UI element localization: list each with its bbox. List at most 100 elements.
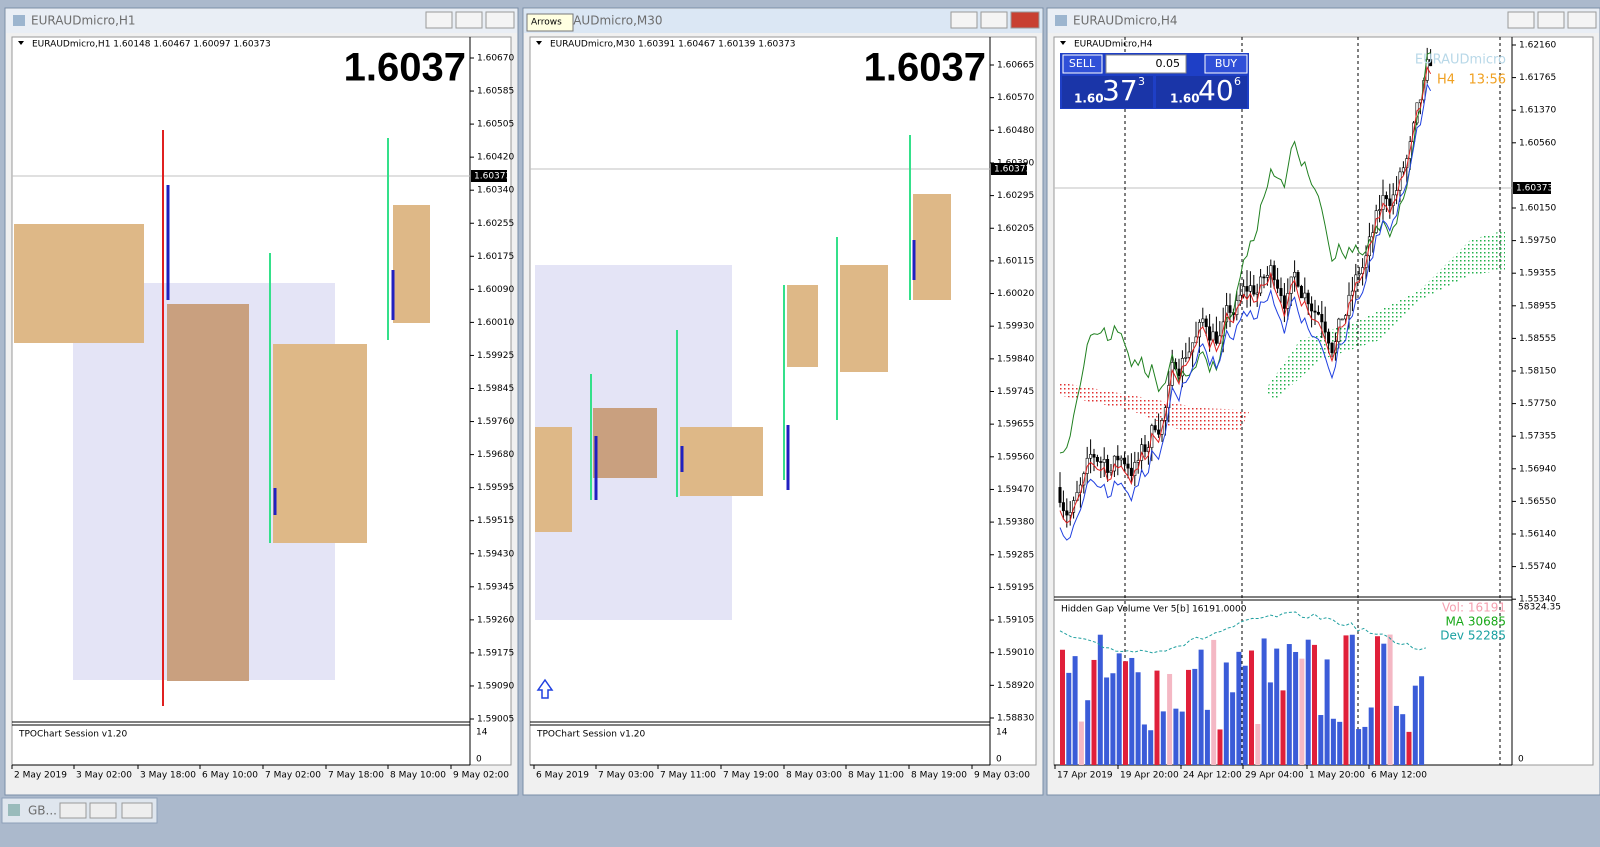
candle	[1252, 285, 1256, 295]
volume-bar	[1400, 714, 1406, 765]
maximize-button[interactable]	[1537, 11, 1565, 29]
price-label: 1.59345	[477, 582, 514, 592]
candle	[1109, 470, 1113, 473]
price-label: 1.59655	[997, 420, 1034, 430]
volume-bar	[1274, 648, 1280, 765]
volume-bar	[1375, 636, 1380, 765]
volume-bar	[1066, 672, 1072, 765]
price-label: 1.59470	[997, 485, 1034, 495]
price-label: 1.59760	[477, 417, 514, 427]
volume-bar	[1412, 685, 1418, 765]
candle	[1282, 295, 1286, 309]
time-label: 8 May 10:00	[390, 771, 446, 781]
buy-button[interactable]	[1204, 54, 1248, 74]
volume-bar	[1261, 638, 1267, 765]
price-label: 1.58150	[1519, 367, 1556, 377]
price-label: 1.60420	[477, 153, 514, 163]
price-prefix: 1.60	[1170, 92, 1200, 106]
price-label: 1.60585	[477, 87, 514, 97]
close-button[interactable]	[1567, 11, 1597, 29]
lot-value: 0.05	[1156, 57, 1181, 70]
price-label: 1.59840	[997, 354, 1034, 364]
candle	[1170, 362, 1174, 386]
time-label: 9 May 02:00	[453, 771, 509, 781]
time-label: 8 May 03:00	[786, 771, 842, 781]
minimize-button[interactable]	[950, 11, 978, 29]
volume-bar	[1349, 634, 1355, 765]
volume-bar	[1337, 721, 1343, 765]
candle	[1316, 311, 1320, 315]
volume-bar	[1255, 724, 1261, 765]
volume-bar	[1186, 669, 1191, 765]
price-label: 1.62160	[1519, 41, 1556, 51]
candle	[1092, 454, 1096, 458]
candle	[1310, 303, 1314, 312]
volume-bar	[1060, 649, 1065, 765]
price-label: 1.59090	[477, 681, 514, 691]
close-button[interactable]	[1010, 11, 1040, 29]
restore-button[interactable]	[59, 802, 87, 819]
indicator-axis-max: 14	[476, 728, 488, 738]
volume-bar	[1160, 711, 1166, 765]
volume-bar	[1318, 715, 1324, 765]
volume-bar	[1419, 676, 1425, 765]
indicator-axis-max: 14	[996, 728, 1008, 738]
sell-price-box[interactable]	[1062, 76, 1153, 108]
candle	[1238, 294, 1242, 301]
deviation-line	[1059, 611, 1426, 654]
candle	[1357, 273, 1361, 276]
candle	[1429, 59, 1433, 67]
candle	[1133, 462, 1137, 476]
candle	[1123, 457, 1127, 465]
price-label: 1.61765	[1519, 73, 1556, 83]
volume-bar	[1230, 692, 1236, 765]
price-label: 1.60340	[477, 186, 514, 196]
maximize-button[interactable]	[89, 802, 117, 819]
volume-bar	[1267, 682, 1273, 765]
maximize-button[interactable]	[455, 11, 483, 29]
price-label: 1.58830	[997, 714, 1034, 724]
price-label: 1.58920	[997, 681, 1034, 691]
volume-bar	[1116, 653, 1122, 765]
time-label: 7 May 19:00	[723, 771, 779, 781]
lot-input[interactable]	[1105, 54, 1187, 74]
price-label: 1.56940	[1519, 464, 1556, 474]
price-label: 1.60090	[477, 285, 514, 295]
maximize-button[interactable]	[980, 11, 1008, 29]
time-label: 6 May 10:00	[202, 771, 258, 781]
cloud	[1058, 382, 1250, 430]
time-label: 7 May 18:00	[328, 771, 384, 781]
minimize-button[interactable]	[425, 11, 453, 29]
volume-bar	[1091, 659, 1097, 765]
price-label: 1.57355	[1519, 432, 1556, 442]
price-label: 1.60010	[477, 318, 514, 328]
chart-info: EURAUDmicro,H4	[1074, 40, 1153, 50]
volume-bar	[1110, 673, 1116, 765]
minimize-button[interactable]	[1507, 11, 1535, 29]
volume-bar	[1072, 656, 1078, 765]
volume-bar	[1368, 707, 1374, 765]
candle	[1116, 455, 1120, 461]
candle	[1204, 318, 1208, 328]
volume-bar	[1356, 729, 1362, 765]
price-label: 1.60020	[997, 289, 1034, 299]
volume-bar	[1223, 662, 1229, 765]
up-arrow	[536, 678, 554, 699]
candle	[1136, 460, 1140, 463]
price-label: 1.60570	[997, 93, 1034, 103]
candle	[1143, 444, 1147, 452]
title-bar	[1048, 9, 1599, 33]
close-button[interactable]	[121, 802, 153, 819]
buy-price-box[interactable]	[1156, 76, 1247, 108]
price-label: 1.55740	[1519, 562, 1556, 572]
time-label: 3 May 02:00	[76, 771, 132, 781]
candle	[1106, 459, 1110, 473]
sell-button[interactable]	[1062, 54, 1103, 74]
price-label: 1.61370	[1519, 106, 1556, 116]
close-button[interactable]	[485, 11, 515, 29]
candle	[1061, 502, 1065, 512]
price-label: 1.60560	[1519, 138, 1556, 148]
current-price-box	[991, 163, 1027, 175]
volume-bar	[1249, 650, 1254, 765]
